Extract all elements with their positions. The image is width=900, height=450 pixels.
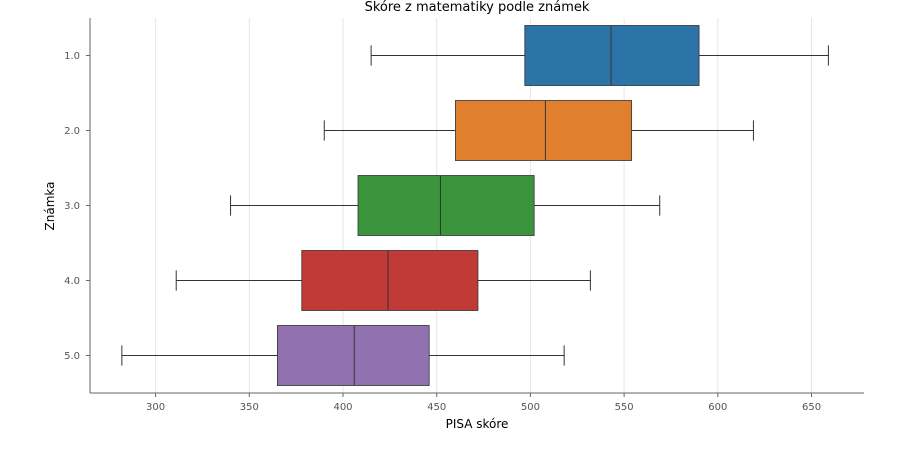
x-tick-label: 450 xyxy=(427,402,446,413)
iqr-box xyxy=(357,175,535,236)
box-plots xyxy=(121,25,829,386)
chart-title: Skóre z matematiky podle známek xyxy=(365,0,590,15)
y-axis-label: Známka xyxy=(43,182,57,231)
x-tick-label: 650 xyxy=(802,402,821,413)
box-group-5.0 xyxy=(121,325,565,386)
x-axis-label: PISA skóre xyxy=(446,417,509,431)
y-tick-label: 1.0 xyxy=(64,51,80,62)
iqr-box xyxy=(277,325,430,386)
x-axis-ticks: 300 350 400 450 500 550 600 650 xyxy=(146,393,821,413)
y-tick-label: 4.0 xyxy=(64,276,80,287)
x-tick-label: 550 xyxy=(615,402,634,413)
box-group-1.0 xyxy=(370,25,829,86)
x-tick-label: 500 xyxy=(521,402,540,413)
iqr-box xyxy=(524,25,700,86)
y-axis-ticks: 1.0 2.0 3.0 4.0 5.0 xyxy=(64,51,90,362)
iqr-box xyxy=(301,250,479,311)
x-tick-label: 600 xyxy=(708,402,727,413)
iqr-box xyxy=(455,100,633,161)
y-tick-label: 2.0 xyxy=(64,126,80,137)
box-group-3.0 xyxy=(230,175,661,236)
y-tick-label: 3.0 xyxy=(64,201,80,212)
box-group-2.0 xyxy=(323,100,754,161)
y-tick-label: 5.0 xyxy=(64,351,80,362)
x-tick-label: 350 xyxy=(240,402,259,413)
box-group-4.0 xyxy=(175,250,591,311)
x-tick-label: 400 xyxy=(333,402,352,413)
x-tick-label: 300 xyxy=(146,402,165,413)
